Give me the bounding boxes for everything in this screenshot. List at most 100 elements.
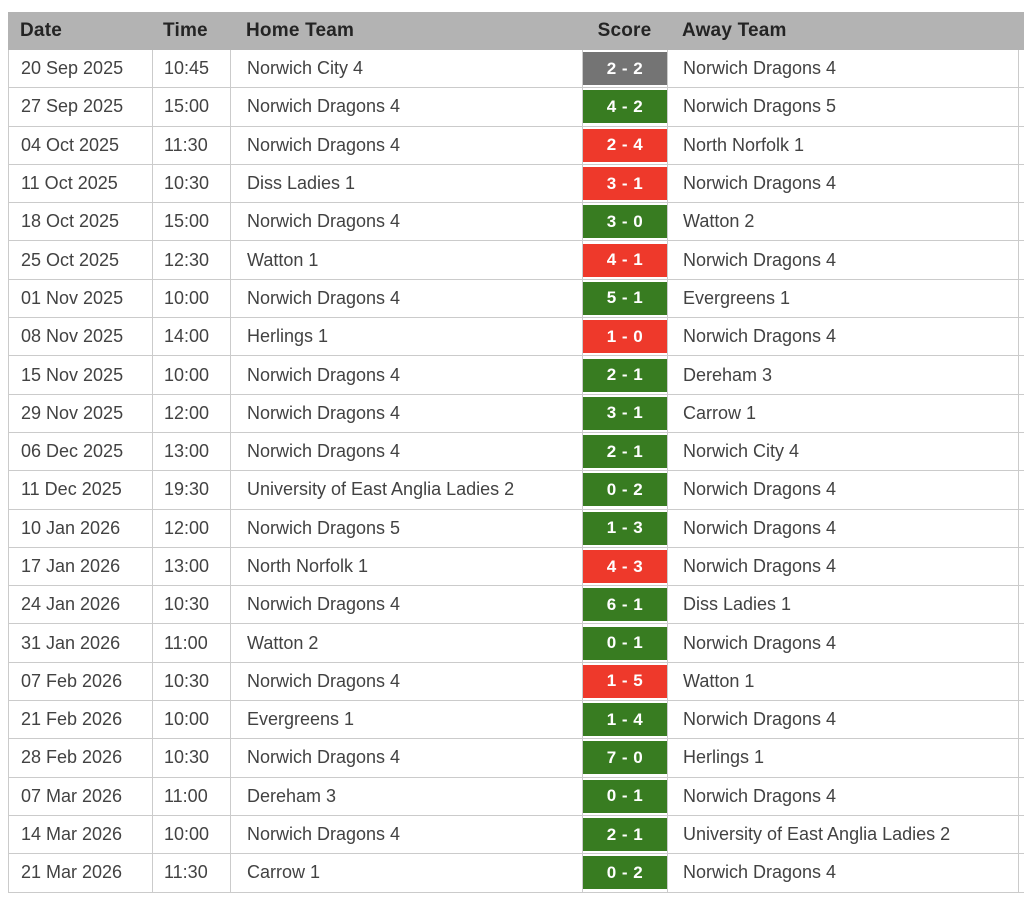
away-team-cell: Carrow 1: [667, 394, 1018, 433]
time-cell: 11:30: [152, 854, 230, 893]
extra-cell-clipped: [1018, 815, 1024, 855]
home-team-cell: Herlings 1: [230, 318, 582, 357]
date-cell: 20 Sep 2025: [8, 50, 152, 89]
date-cell: 24 Jan 2026: [8, 586, 152, 625]
score-badge: 0 - 2: [583, 856, 667, 890]
home-team-cell: University of East Anglia Ladies 2: [230, 471, 582, 510]
away-team-cell: Norwich Dragons 4: [667, 624, 1018, 663]
score-badge: 1 - 3: [583, 511, 667, 545]
date-cell: 17 Jan 2026: [8, 547, 152, 587]
extra-cell-clipped: [1018, 203, 1024, 242]
extra-cell-clipped: [1018, 624, 1024, 663]
score-cell: 2 - 2: [582, 50, 667, 89]
extra-cell-clipped: [1018, 662, 1024, 702]
home-team-cell: Watton 2: [230, 624, 582, 663]
fixture-row: 14 Mar 2026 10:00 Norwich Dragons 4 2 - …: [8, 815, 1024, 855]
fixture-row: 21 Feb 2026 10:00 Evergreens 1 1 - 4 Nor…: [8, 701, 1024, 740]
score-cell: 3 - 0: [582, 203, 667, 242]
extra-cell-clipped: [1018, 471, 1024, 510]
column-header-home-team: Home Team: [230, 12, 582, 50]
away-team-cell: Dereham 3: [667, 356, 1018, 395]
score-cell: 0 - 1: [582, 624, 667, 663]
time-cell: 10:00: [152, 279, 230, 319]
fixture-row: 29 Nov 2025 12:00 Norwich Dragons 4 3 - …: [8, 394, 1024, 433]
home-team-cell: Norwich Dragons 4: [230, 662, 582, 702]
score-badge: 3 - 1: [583, 167, 667, 201]
column-header-score: Score: [582, 12, 667, 50]
away-team-cell: Watton 1: [667, 662, 1018, 702]
score-badge: 7 - 0: [583, 741, 667, 775]
score-cell: 2 - 1: [582, 815, 667, 855]
time-cell: 10:00: [152, 356, 230, 395]
fixture-row: 24 Jan 2026 10:30 Norwich Dragons 4 6 - …: [8, 586, 1024, 625]
date-cell: 11 Oct 2025: [8, 164, 152, 204]
home-team-cell: Watton 1: [230, 241, 582, 280]
away-team-cell: Norwich Dragons 4: [667, 701, 1018, 740]
date-cell: 01 Nov 2025: [8, 279, 152, 319]
away-team-cell: Norwich Dragons 4: [667, 164, 1018, 204]
score-badge: 4 - 1: [583, 243, 667, 277]
home-team-cell: Norwich City 4: [230, 50, 582, 89]
time-cell: 10:00: [152, 815, 230, 855]
score-badge: 1 - 4: [583, 703, 667, 737]
time-cell: 12:00: [152, 509, 230, 548]
fixture-row: 11 Dec 2025 19:30 University of East Ang…: [8, 471, 1024, 510]
date-cell: 07 Feb 2026: [8, 662, 152, 702]
away-team-cell: Norwich Dragons 4: [667, 777, 1018, 816]
date-cell: 10 Jan 2026: [8, 509, 152, 548]
extra-cell-clipped: [1018, 547, 1024, 587]
fixture-row: 04 Oct 2025 11:30 Norwich Dragons 4 2 - …: [8, 126, 1024, 165]
home-team-cell: Norwich Dragons 4: [230, 356, 582, 395]
extra-cell-clipped: [1018, 318, 1024, 357]
time-cell: 19:30: [152, 471, 230, 510]
time-cell: 12:00: [152, 394, 230, 433]
time-cell: 11:30: [152, 126, 230, 165]
fixture-row: 10 Jan 2026 12:00 Norwich Dragons 5 1 - …: [8, 509, 1024, 548]
extra-cell-clipped: [1018, 279, 1024, 319]
time-cell: 10:30: [152, 164, 230, 204]
fixtures-table-container: Date Time Home Team Score Away Team 20 S…: [8, 12, 1024, 893]
away-team-cell: University of East Anglia Ladies 2: [667, 815, 1018, 855]
extra-cell-clipped: [1018, 88, 1024, 127]
score-cell: 3 - 1: [582, 164, 667, 204]
extra-cell-clipped: [1018, 701, 1024, 740]
score-badge: 4 - 2: [583, 90, 667, 124]
fixtures-table-body: 20 Sep 2025 10:45 Norwich City 4 2 - 2 N…: [8, 50, 1024, 893]
date-cell: 07 Mar 2026: [8, 777, 152, 816]
score-cell: 2 - 1: [582, 432, 667, 472]
score-cell: 7 - 0: [582, 739, 667, 778]
away-team-cell: Herlings 1: [667, 739, 1018, 778]
fixture-row: 01 Nov 2025 10:00 Norwich Dragons 4 5 - …: [8, 279, 1024, 319]
home-team-cell: Norwich Dragons 4: [230, 126, 582, 165]
time-cell: 14:00: [152, 318, 230, 357]
extra-cell-clipped: [1018, 739, 1024, 778]
score-badge: 3 - 1: [583, 396, 667, 430]
extra-cell-clipped: [1018, 356, 1024, 395]
score-cell: 0 - 1: [582, 777, 667, 816]
time-cell: 13:00: [152, 432, 230, 472]
column-header-extra-clipped: [1018, 12, 1024, 50]
away-team-cell: North Norfolk 1: [667, 126, 1018, 165]
fixture-row: 27 Sep 2025 15:00 Norwich Dragons 4 4 - …: [8, 88, 1024, 127]
score-badge: 0 - 2: [583, 473, 667, 507]
time-cell: 13:00: [152, 547, 230, 587]
away-team-cell: Norwich Dragons 4: [667, 50, 1018, 89]
score-cell: 2 - 1: [582, 356, 667, 395]
score-badge: 0 - 1: [583, 626, 667, 660]
fixture-row: 08 Nov 2025 14:00 Herlings 1 1 - 0 Norwi…: [8, 318, 1024, 357]
away-team-cell: Norwich Dragons 5: [667, 88, 1018, 127]
date-cell: 27 Sep 2025: [8, 88, 152, 127]
score-cell: 3 - 1: [582, 394, 667, 433]
header-row: Date Time Home Team Score Away Team: [8, 12, 1024, 50]
score-cell: 4 - 2: [582, 88, 667, 127]
fixture-row: 06 Dec 2025 13:00 Norwich Dragons 4 2 - …: [8, 432, 1024, 472]
score-badge: 2 - 4: [583, 128, 667, 162]
score-badge: 2 - 1: [583, 818, 667, 852]
fixture-row: 11 Oct 2025 10:30 Diss Ladies 1 3 - 1 No…: [8, 164, 1024, 204]
time-cell: 10:30: [152, 739, 230, 778]
extra-cell-clipped: [1018, 50, 1024, 89]
date-cell: 31 Jan 2026: [8, 624, 152, 663]
time-cell: 11:00: [152, 624, 230, 663]
fixture-row: 07 Feb 2026 10:30 Norwich Dragons 4 1 - …: [8, 662, 1024, 702]
home-team-cell: Diss Ladies 1: [230, 164, 582, 204]
